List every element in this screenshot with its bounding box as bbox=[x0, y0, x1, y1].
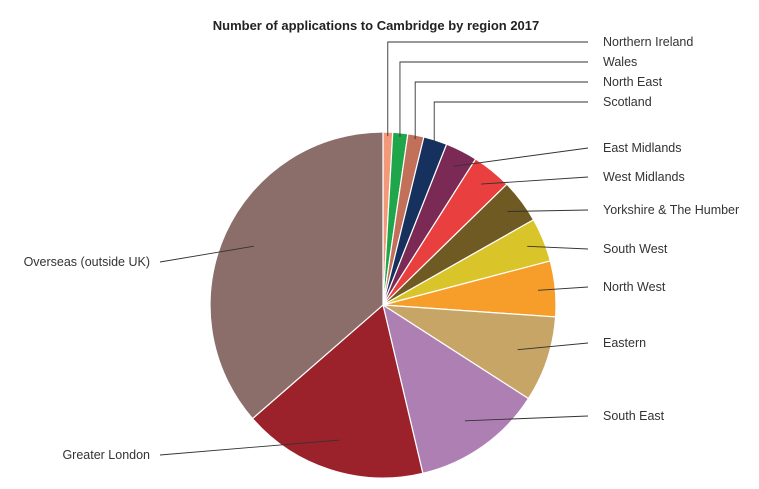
leader-wales bbox=[399, 61, 588, 137]
leader-lines bbox=[159, 41, 589, 456]
label-greater-london: Greater London bbox=[62, 448, 150, 462]
chart-title: Number of applications to Cambridge by r… bbox=[213, 18, 540, 33]
leader-overseas-outside-uk bbox=[159, 245, 254, 263]
label-eastern: Eastern bbox=[603, 336, 646, 350]
leader-west-midlands bbox=[481, 176, 589, 185]
leader-south-east bbox=[464, 415, 589, 422]
leader-east-midlands bbox=[453, 147, 589, 167]
leader-yorkshire-the-humber bbox=[507, 209, 589, 212]
label-yorkshire-the-humber: Yorkshire & The Humber bbox=[603, 203, 739, 217]
label-north-west: North West bbox=[603, 280, 666, 294]
label-overseas-outside-uk: Overseas (outside UK) bbox=[24, 255, 150, 269]
slice-greater-london bbox=[251, 303, 424, 479]
pie-slices bbox=[209, 131, 557, 479]
label-south-west: South West bbox=[603, 242, 668, 256]
label-scotland: Scotland bbox=[603, 95, 652, 109]
label-north-east: North East bbox=[603, 75, 663, 89]
leader-scotland bbox=[433, 101, 588, 144]
label-east-midlands: East Midlands bbox=[603, 141, 682, 155]
leader-greater-london bbox=[159, 439, 340, 456]
slice-labels: Northern Ireland Wales North East Scotland E… bbox=[24, 35, 740, 462]
label-south-east: South East bbox=[603, 409, 665, 423]
leader-northern-ireland bbox=[387, 41, 588, 137]
label-northern-ireland: Northern Ireland bbox=[603, 35, 693, 49]
leader-south-west bbox=[527, 245, 589, 250]
leader-eastern bbox=[517, 342, 589, 351]
label-west-midlands: West Midlands bbox=[603, 170, 685, 184]
leader-north-west bbox=[537, 286, 589, 291]
slice-overseas-outside-uk bbox=[209, 131, 384, 420]
slice-south-east bbox=[382, 303, 530, 475]
leader-north-east bbox=[414, 81, 588, 140]
label-wales: Wales bbox=[603, 55, 637, 69]
